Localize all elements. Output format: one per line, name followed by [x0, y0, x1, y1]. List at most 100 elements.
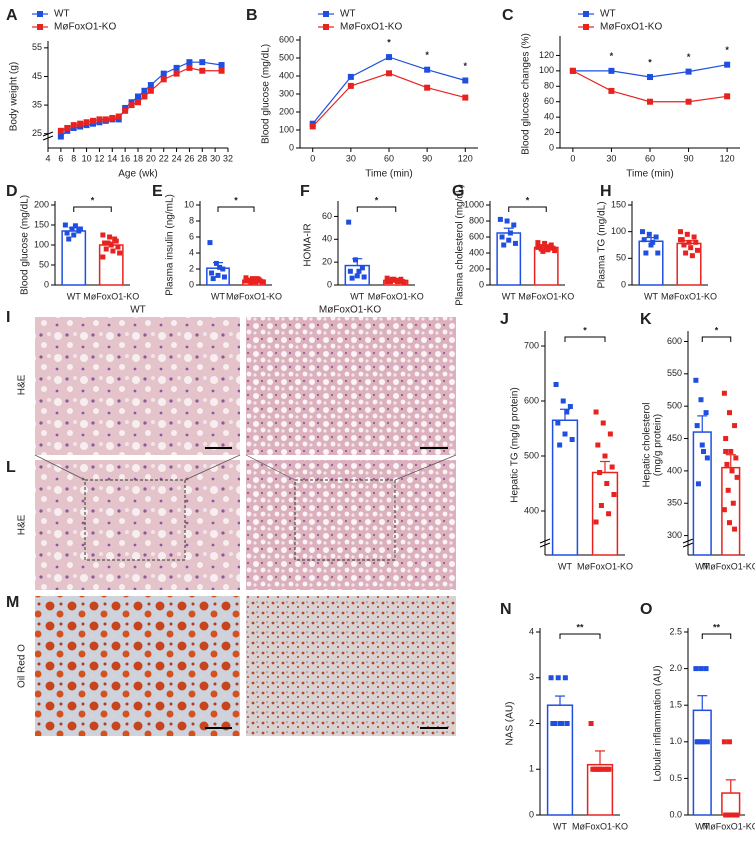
y-tick-label: 60 — [322, 211, 332, 221]
y-axis-label: Plasma cholesterol (mg/dL) — [455, 184, 466, 306]
data-point — [567, 404, 573, 409]
data-point — [396, 277, 402, 283]
column-label: WT — [130, 305, 146, 316]
data-point — [684, 231, 690, 237]
data-point — [611, 492, 617, 497]
y-tick-label: 10 — [184, 199, 194, 209]
data-point — [732, 423, 738, 429]
axis-break — [539, 542, 551, 548]
data-point — [512, 240, 518, 246]
data-point — [555, 675, 561, 681]
data-point — [497, 216, 503, 222]
data-point — [704, 455, 710, 461]
y-tick-label: 0 — [289, 142, 294, 152]
y-axis-label: Blood glucose (mg/dL) — [261, 44, 272, 144]
y-tick-label: 4 — [529, 626, 534, 636]
data-point — [221, 274, 227, 280]
y-tick-label: 55 — [32, 42, 42, 52]
data-point — [186, 64, 193, 71]
data-point — [678, 229, 684, 235]
data-point — [215, 272, 221, 278]
data-point — [593, 409, 599, 415]
y-tick-label: 1.0 — [669, 736, 682, 746]
data-point — [648, 242, 654, 248]
data-point — [725, 812, 731, 818]
data-point — [547, 244, 553, 250]
data-point — [726, 739, 732, 745]
y-tick-label: 600 — [524, 395, 539, 405]
x-tick-label: WT — [695, 561, 709, 571]
data-point — [653, 234, 659, 240]
data-point — [217, 264, 223, 270]
x-tick-label: 60 — [384, 153, 394, 163]
data-point — [560, 398, 566, 404]
x-axis-label: Time (min) — [626, 169, 673, 180]
y-tick-label: 1000 — [464, 199, 484, 209]
data-point — [685, 98, 692, 105]
data-point — [501, 242, 507, 248]
y-tick-label: 550 — [667, 368, 682, 378]
data-point — [699, 442, 705, 448]
data-point — [96, 116, 103, 123]
data-point — [112, 236, 118, 242]
panel-letter: G — [452, 183, 464, 200]
y-axis-label: (mg/g protein) — [653, 414, 664, 476]
data-point — [695, 739, 701, 745]
data-point — [386, 54, 392, 61]
data-point — [555, 420, 561, 426]
x-tick-label: MøFoxO1-KO — [577, 561, 633, 571]
data-point — [701, 739, 707, 745]
data-point — [693, 377, 699, 383]
significance-star: * — [687, 52, 691, 62]
panel-letter: E — [152, 183, 163, 200]
y-tick-label: 1.5 — [669, 700, 682, 710]
data-point — [210, 276, 216, 282]
data-point — [386, 70, 392, 77]
bar — [638, 240, 664, 286]
y-tick-label: 2 — [529, 718, 534, 728]
data-point — [100, 254, 106, 260]
data-point — [347, 73, 354, 80]
y-tick-label: 400 — [667, 465, 682, 475]
data-point — [135, 93, 141, 100]
x-tick-label: 120 — [458, 153, 473, 163]
legend-label: WT — [340, 9, 356, 20]
data-point — [102, 240, 108, 246]
data-point — [721, 390, 727, 396]
data-point — [698, 666, 704, 672]
data-point — [704, 739, 710, 745]
y-tick-label: 80 — [544, 81, 554, 91]
data-point — [723, 436, 729, 442]
y-tick-label: 200 — [469, 263, 484, 273]
y-tick-label: 350 — [667, 498, 682, 508]
x-tick-label: MøFoxO1-KO — [226, 291, 282, 301]
y-tick-label: 700 — [524, 340, 539, 350]
data-point — [64, 124, 71, 131]
y-axis-label: Lobular inflammation (AU) — [653, 665, 664, 781]
significance-bracket — [564, 336, 606, 342]
legend-marker — [583, 11, 589, 17]
bar — [586, 763, 614, 816]
data-point — [695, 481, 701, 487]
data-point — [424, 84, 431, 91]
data-point — [655, 250, 661, 256]
x-tick-label: MøFoxO1-KO — [661, 291, 717, 301]
data-point — [593, 519, 599, 525]
histology-image — [246, 460, 456, 590]
significance-bracket — [73, 206, 112, 212]
data-point — [173, 70, 180, 77]
data-point — [733, 455, 739, 461]
data-point — [356, 268, 362, 274]
data-point — [607, 431, 613, 437]
data-point — [593, 766, 599, 772]
data-point — [100, 232, 106, 238]
data-point — [72, 223, 78, 229]
zoom-line — [245, 454, 296, 481]
data-point — [694, 423, 700, 429]
data-point — [694, 247, 700, 253]
x-tick-label: WT — [558, 561, 572, 571]
significance-star: ** — [713, 622, 721, 632]
legend-label: WT — [54, 9, 70, 20]
data-point — [545, 247, 551, 253]
y-tick-label: 200 — [34, 199, 49, 209]
